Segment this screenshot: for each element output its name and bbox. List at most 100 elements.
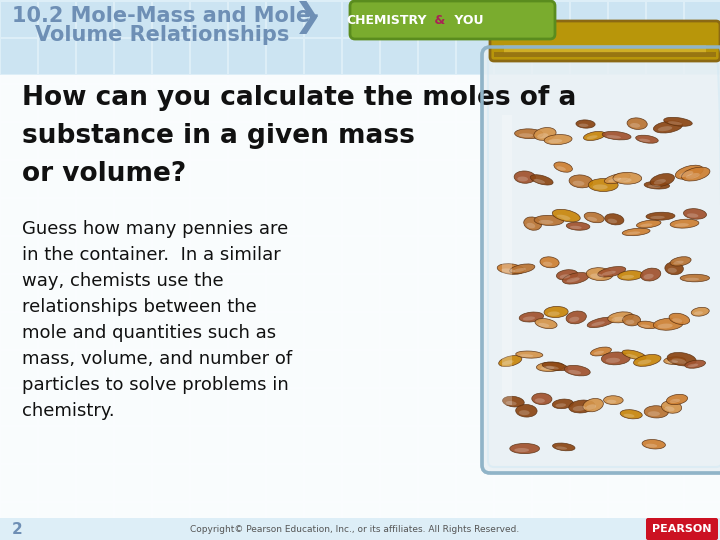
Bar (685, 199, 720, 235)
Bar (153, 39, 189, 74)
Bar (39, 465, 75, 501)
Bar (419, 389, 455, 425)
Ellipse shape (588, 317, 614, 328)
Bar (39, 199, 75, 235)
Ellipse shape (654, 121, 683, 133)
Ellipse shape (685, 173, 700, 179)
Bar (571, 85, 607, 121)
Bar (153, 161, 189, 197)
Ellipse shape (569, 400, 595, 413)
Bar (229, 2, 265, 37)
Ellipse shape (626, 354, 638, 358)
Bar (381, 313, 417, 349)
Ellipse shape (583, 399, 603, 412)
Bar (533, 427, 569, 463)
Text: &: & (430, 14, 445, 26)
Bar (419, 199, 455, 235)
Bar (419, 0, 455, 7)
Bar (609, 237, 645, 273)
Ellipse shape (636, 135, 658, 143)
Bar (267, 9, 303, 45)
Bar (609, 465, 645, 501)
Text: PEARSON: PEARSON (652, 524, 712, 534)
Bar (191, 0, 227, 7)
Ellipse shape (670, 399, 680, 403)
Bar (77, 85, 113, 121)
Ellipse shape (688, 363, 698, 367)
Bar (419, 123, 455, 159)
Bar (685, 39, 720, 74)
Bar (115, 85, 151, 121)
Bar (1, 161, 37, 197)
Bar (39, 123, 75, 159)
Bar (419, 47, 455, 83)
Text: 10.2 Mole-Mass and Mole-: 10.2 Mole-Mass and Mole- (12, 6, 319, 26)
Ellipse shape (588, 179, 618, 192)
Ellipse shape (608, 219, 617, 223)
Ellipse shape (644, 274, 654, 279)
Ellipse shape (617, 178, 631, 183)
Bar (39, 161, 75, 197)
Bar (1, 39, 37, 74)
Bar (153, 313, 189, 349)
Ellipse shape (535, 399, 545, 403)
Ellipse shape (567, 278, 580, 282)
Bar (571, 199, 607, 235)
Bar (495, 0, 531, 7)
Bar (609, 85, 645, 121)
Bar (267, 427, 303, 463)
Ellipse shape (557, 269, 578, 280)
Ellipse shape (510, 443, 539, 454)
Text: 2: 2 (12, 522, 23, 537)
Bar (305, 39, 341, 74)
Bar (77, 9, 113, 45)
Ellipse shape (638, 360, 652, 365)
Bar (39, 427, 75, 463)
Bar (647, 313, 683, 349)
Bar (115, 0, 151, 7)
Ellipse shape (514, 448, 529, 452)
Bar (609, 161, 645, 197)
Bar (609, 123, 645, 159)
Ellipse shape (506, 401, 517, 406)
Bar (685, 123, 720, 159)
Bar (533, 237, 569, 273)
Bar (457, 2, 493, 37)
Ellipse shape (622, 228, 650, 235)
Bar (571, 465, 607, 501)
Ellipse shape (630, 123, 640, 127)
Ellipse shape (605, 214, 624, 225)
Ellipse shape (691, 307, 709, 316)
Ellipse shape (568, 370, 581, 374)
Bar (267, 313, 303, 349)
Bar (229, 9, 265, 45)
Ellipse shape (667, 353, 696, 366)
Ellipse shape (516, 351, 543, 358)
Bar (609, 2, 645, 37)
Bar (39, 503, 75, 539)
Bar (457, 351, 493, 387)
Ellipse shape (634, 354, 661, 366)
Bar (504, 45, 706, 53)
Ellipse shape (566, 311, 586, 324)
Bar (419, 275, 455, 311)
Ellipse shape (667, 394, 688, 404)
Bar (77, 237, 113, 273)
Ellipse shape (499, 355, 522, 367)
Bar (153, 503, 189, 539)
Bar (343, 465, 379, 501)
Bar (571, 275, 607, 311)
Bar (39, 313, 75, 349)
Ellipse shape (570, 226, 582, 229)
Bar (191, 275, 227, 311)
Bar (419, 237, 455, 273)
Ellipse shape (636, 220, 661, 228)
Ellipse shape (593, 184, 608, 190)
Bar (571, 2, 607, 37)
Bar (685, 9, 720, 45)
Bar (419, 351, 455, 387)
Ellipse shape (552, 210, 580, 222)
Text: ❯: ❯ (294, 2, 322, 35)
Bar (685, 237, 720, 273)
Bar (1, 389, 37, 425)
